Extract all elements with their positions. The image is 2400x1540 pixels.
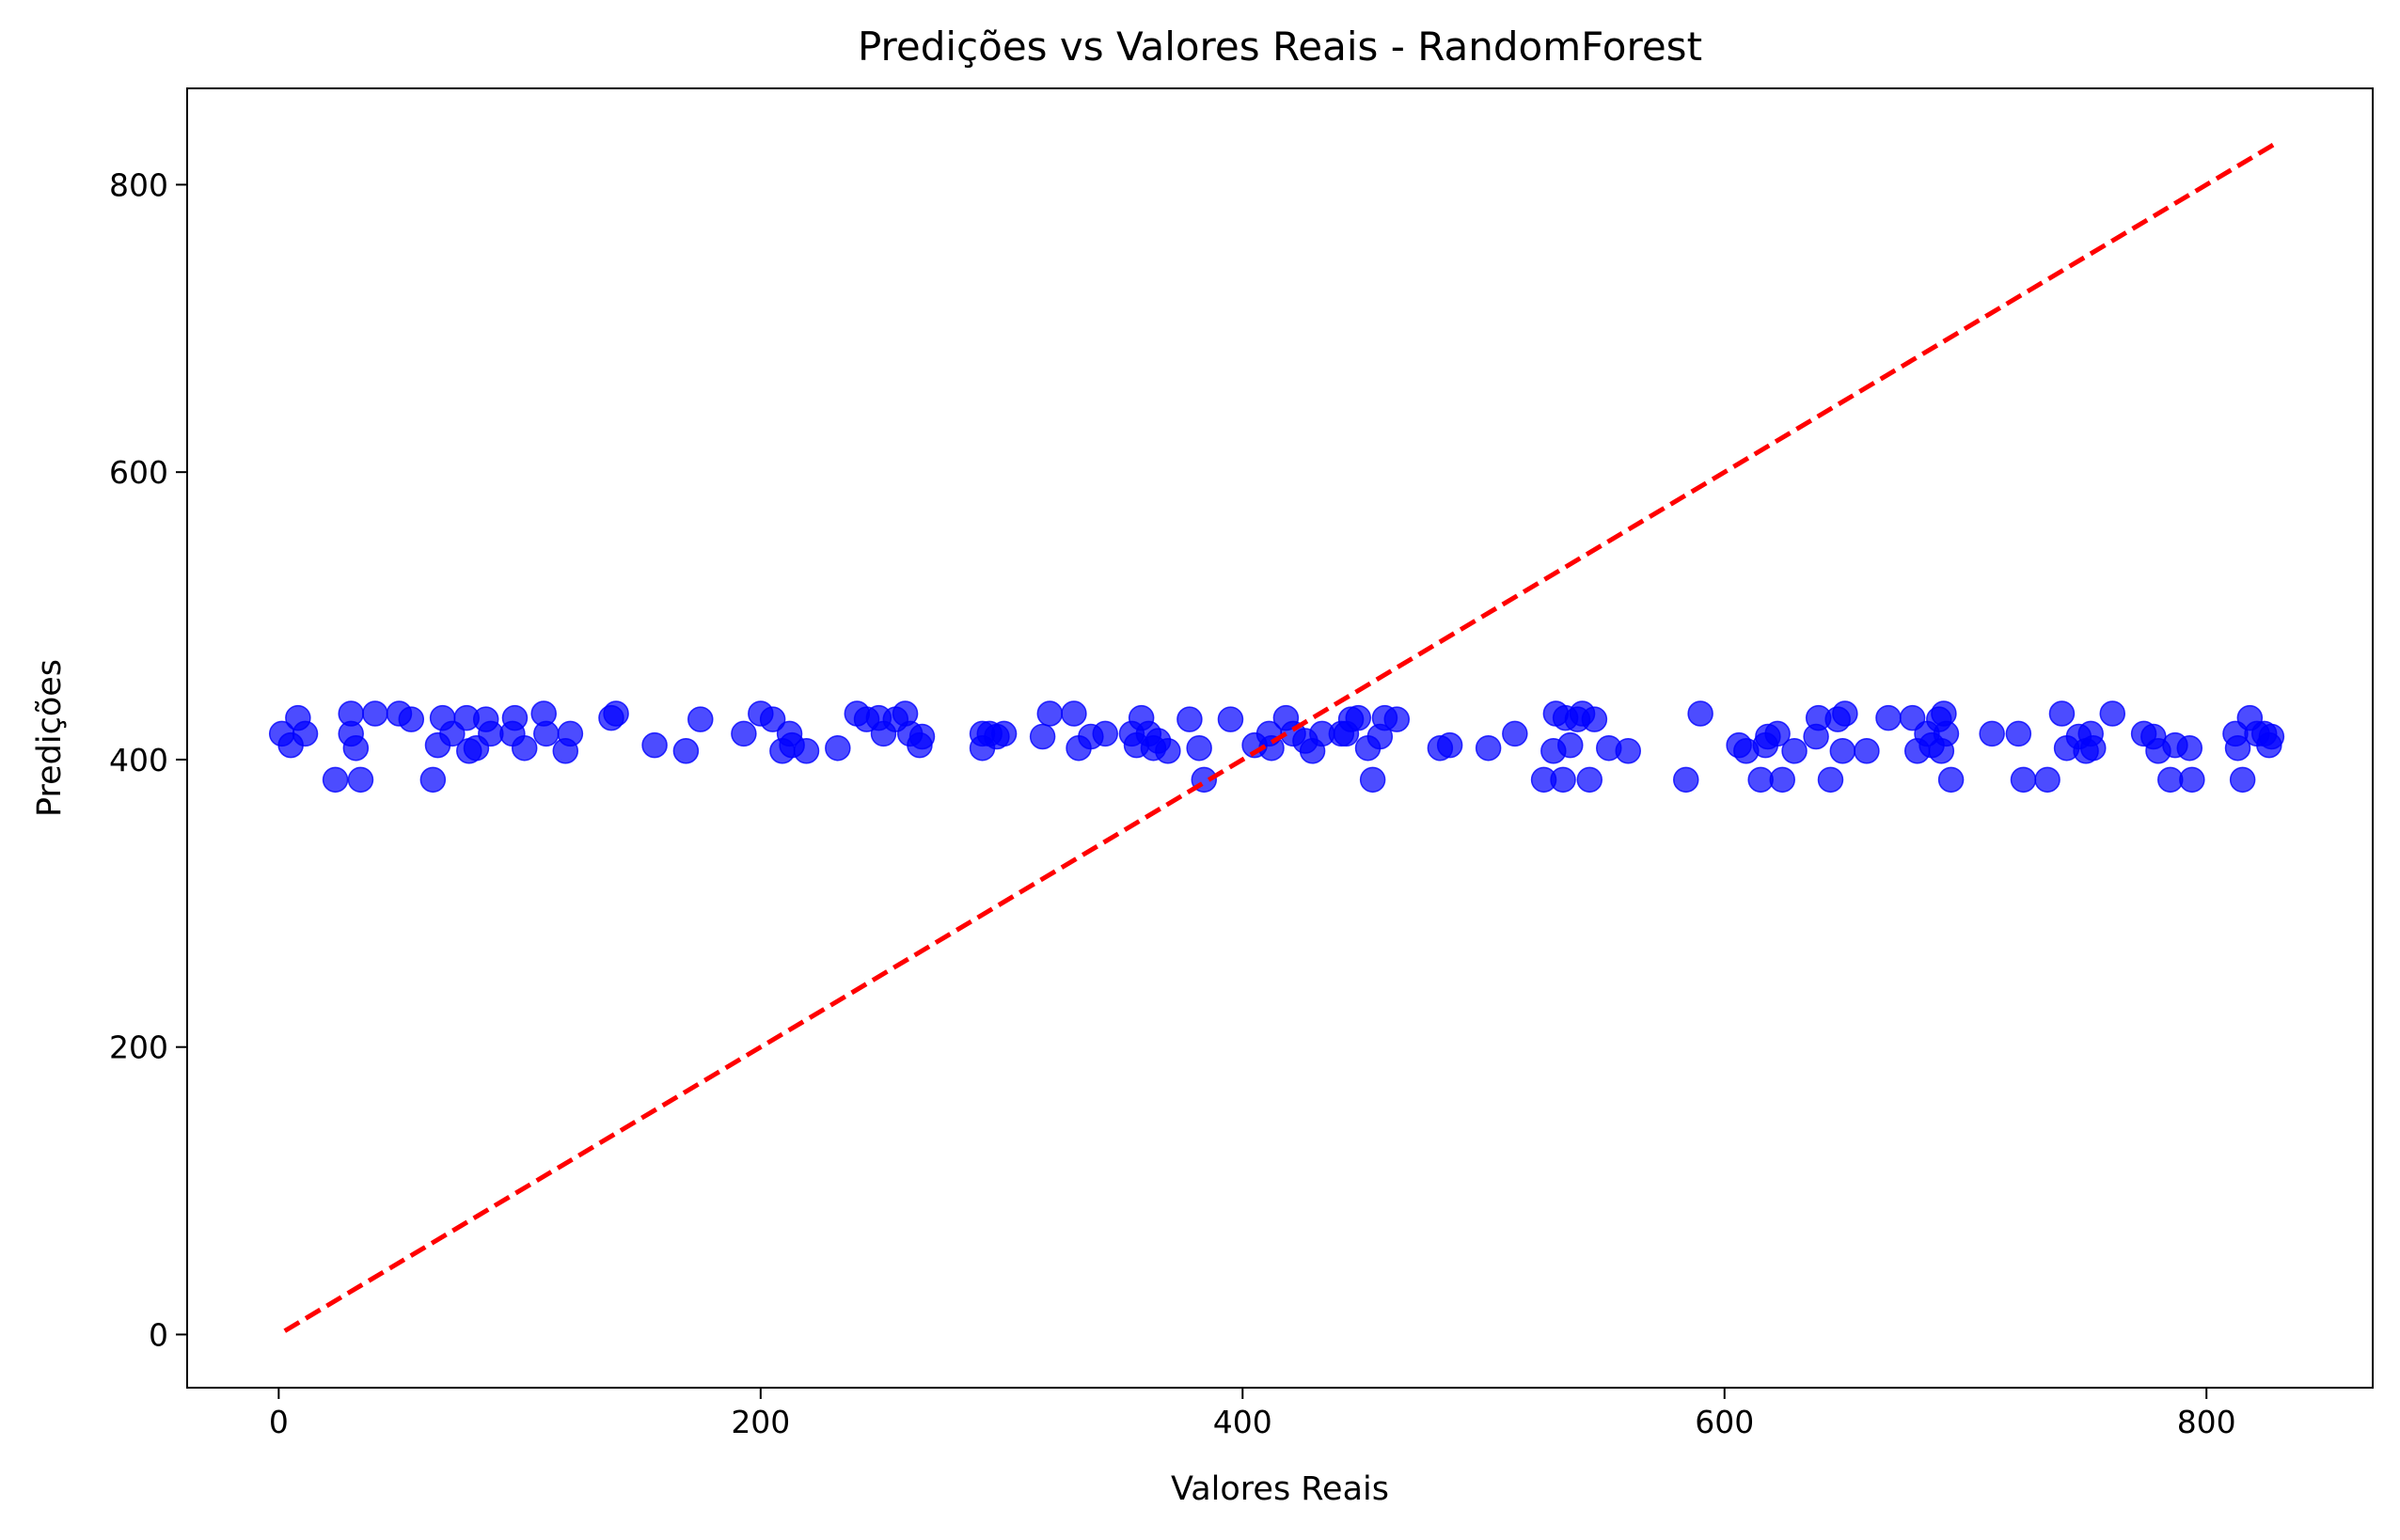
scatter-point xyxy=(1475,734,1502,762)
scatter-point xyxy=(1615,738,1642,764)
scatter-point xyxy=(793,738,820,764)
x-tick-label: 600 xyxy=(1695,1404,1754,1440)
scatter-point xyxy=(2010,766,2037,794)
scatter-point xyxy=(342,734,370,762)
scatter-point xyxy=(1029,723,1056,750)
scatter-point xyxy=(347,766,374,794)
scatter-point xyxy=(672,738,700,764)
scatter-point xyxy=(2179,766,2205,794)
scatter-point xyxy=(731,720,757,747)
scatter-point xyxy=(1345,704,1372,731)
x-axis-label: Valores Reais xyxy=(1171,1470,1389,1508)
scatter-point xyxy=(1979,720,2005,747)
scatter-point xyxy=(1854,738,1880,764)
scatter-point xyxy=(1502,720,1528,747)
scatter-point xyxy=(292,720,319,747)
scatter-point xyxy=(2005,720,2032,747)
scatter-point xyxy=(1550,766,1576,794)
scatter-point xyxy=(1875,704,1902,731)
scatter-point xyxy=(362,700,388,727)
scatter-point xyxy=(1829,738,1856,764)
scatter-point xyxy=(2224,734,2251,762)
scatter-point xyxy=(1933,720,1960,747)
scatter-point xyxy=(1557,731,1584,759)
scatter-point xyxy=(398,706,425,732)
scatter-point xyxy=(533,720,560,747)
scatter-point xyxy=(1359,766,1386,794)
scatter-point xyxy=(1769,766,1795,794)
scatter-point xyxy=(1687,700,1713,727)
y-tick-label: 600 xyxy=(109,454,168,491)
x-tick-label: 400 xyxy=(1213,1404,1272,1440)
scatter-point xyxy=(1061,700,1087,727)
scatter-point xyxy=(2034,766,2061,794)
scatter-point xyxy=(557,720,584,747)
y-tick-label: 800 xyxy=(109,166,168,203)
scatter-point xyxy=(1817,766,1844,794)
scatter-point xyxy=(1186,734,1212,762)
scatter-point xyxy=(511,734,538,762)
scatter-point xyxy=(908,723,936,750)
scatter-point xyxy=(2176,734,2203,762)
plot-frame xyxy=(186,87,2374,1389)
chart-title: Predições vs Valores Reais - RandomFores… xyxy=(858,24,1702,70)
scatter-point xyxy=(1155,738,1181,764)
scatter-point xyxy=(322,766,349,794)
scatter-point xyxy=(2099,700,2126,727)
scatter-point xyxy=(687,706,714,732)
scatter-point xyxy=(603,700,629,727)
scatter-point xyxy=(1576,766,1603,794)
scatter-point xyxy=(641,731,668,759)
scatter-point xyxy=(1764,720,1791,747)
x-tick-label: 800 xyxy=(2177,1404,2236,1440)
scatter-point xyxy=(759,706,786,732)
x-tick-label: 0 xyxy=(269,1404,289,1440)
scatter-point xyxy=(478,720,504,747)
scatter-point xyxy=(2258,723,2285,750)
scatter-point xyxy=(1217,706,1244,732)
scatter-point xyxy=(2229,766,2256,794)
scatter-point xyxy=(1747,766,1774,794)
scatter-point xyxy=(990,720,1018,747)
scatter-point xyxy=(1672,766,1699,794)
y-tick-label: 400 xyxy=(109,742,168,778)
scatter-point xyxy=(1176,706,1203,732)
scatter-point xyxy=(1937,766,1965,794)
scatter-point xyxy=(1383,706,1411,732)
scatter-point xyxy=(1781,738,1808,764)
scatter-point xyxy=(1092,720,1118,747)
scatter-point xyxy=(2048,700,2076,727)
y-axis-label: Predições xyxy=(31,659,69,817)
scatter-point xyxy=(1436,731,1463,759)
scatter-point xyxy=(1581,706,1608,732)
scatter-point xyxy=(825,734,851,762)
x-tick-label: 200 xyxy=(731,1404,790,1440)
scatter-point xyxy=(1036,700,1064,727)
y-tick-label: 0 xyxy=(149,1316,168,1353)
scatter-point xyxy=(2080,734,2107,762)
scatter-point xyxy=(2157,766,2184,794)
scatter-point xyxy=(419,766,447,794)
scatter-point xyxy=(1832,700,1858,727)
reference-line xyxy=(283,142,2276,1333)
y-tick-label: 200 xyxy=(109,1029,168,1066)
